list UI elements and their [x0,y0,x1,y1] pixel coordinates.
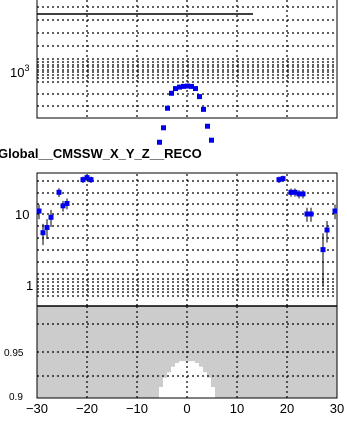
middle-points [36,174,338,286]
bottom-white-step [175,363,179,398]
bottom-white-step [171,366,175,398]
chart-title: Global__CMSSW_X_Y_Z__RECO [0,146,202,161]
middle-data-point [48,214,54,220]
middle-y-tick-label-10: 10 [15,207,29,222]
top-data-point [193,86,198,92]
top-data-point [209,137,214,143]
bottom-white-step [199,366,203,398]
x-tick-label: 20 [280,401,294,416]
top-data-point [197,94,202,100]
top-data-point [177,84,182,90]
middle-panel: 10 1 [15,172,338,307]
middle-data-point [300,191,306,197]
middle-data-point [332,208,338,214]
x-tick-label: −20 [76,401,98,416]
middle-data-point [40,230,46,236]
middle-y-tick-label-1: 1 [26,278,33,293]
top-data-point [169,90,174,96]
top-data-point [201,106,206,112]
x-tick-label: 10 [230,401,244,416]
bottom-panel: 0.95 0.9 −30 −20 −10 0 10 20 30 [4,305,344,416]
x-tick-label: −30 [26,401,48,416]
bottom-grid [37,306,337,398]
middle-grid [37,174,337,306]
middle-data-point [84,175,90,181]
bottom-white-step [159,386,163,398]
bottom-white-step [207,377,211,398]
bottom-white-step [179,361,195,398]
top-data-point [161,125,166,131]
middle-data-point [64,200,70,206]
bottom-white-step [203,372,207,398]
middle-data-point [88,177,94,183]
middle-data-point [56,189,62,195]
middle-data-point [60,203,66,209]
x-tick-label: 30 [330,401,344,416]
top-data-point [173,86,178,92]
top-panel: 103 [10,0,338,145]
bottom-white-step [195,363,199,398]
top-grid [37,0,337,118]
bottom-white-step [167,372,171,398]
top-y-tick-label: 103 [10,63,29,80]
middle-data-point [288,189,294,195]
middle-data-point [280,176,286,182]
middle-data-point [320,247,326,253]
bottom-white-step [211,386,215,398]
middle-data-point [36,208,42,214]
middle-data-point [308,211,314,217]
bottom-y-tick-label-09: 0.9 [9,392,23,403]
bottom-white-step [163,377,167,398]
middle-data-point [324,227,330,233]
top-data-point [165,105,170,111]
middle-data-point [44,224,50,230]
bottom-x-tick-labels: −30 −20 −10 0 10 20 30 [26,401,344,416]
middle-data-point [276,177,282,183]
top-data-point [185,83,190,89]
middle-data-point [304,211,310,217]
top-data-point [189,83,194,89]
x-tick-label: −10 [126,401,148,416]
top-data-point [205,123,210,129]
top-points [157,83,214,145]
bottom-y-tick-label-095: 0.95 [4,348,24,359]
top-data-point [181,83,186,89]
middle-data-point [80,177,86,183]
bottom-white-region [159,361,215,398]
top-data-point [157,139,162,145]
x-tick-label: 0 [183,401,190,416]
middle-data-point [292,189,298,195]
middle-data-point [296,191,302,197]
